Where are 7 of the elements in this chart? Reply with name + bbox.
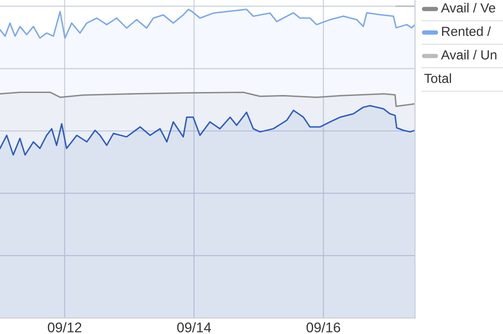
x-tick-label: 09/14 <box>177 322 211 332</box>
text: Total <box>424 73 451 84</box>
x-tick-label: 09/12 <box>48 322 82 332</box>
x-tick-label: 09/16 <box>306 322 340 332</box>
legend-label: Avail / Un <box>441 50 496 60</box>
legend-label: Rented / <box>442 26 491 36</box>
legend-label: Avail / Ve <box>441 2 496 13</box>
